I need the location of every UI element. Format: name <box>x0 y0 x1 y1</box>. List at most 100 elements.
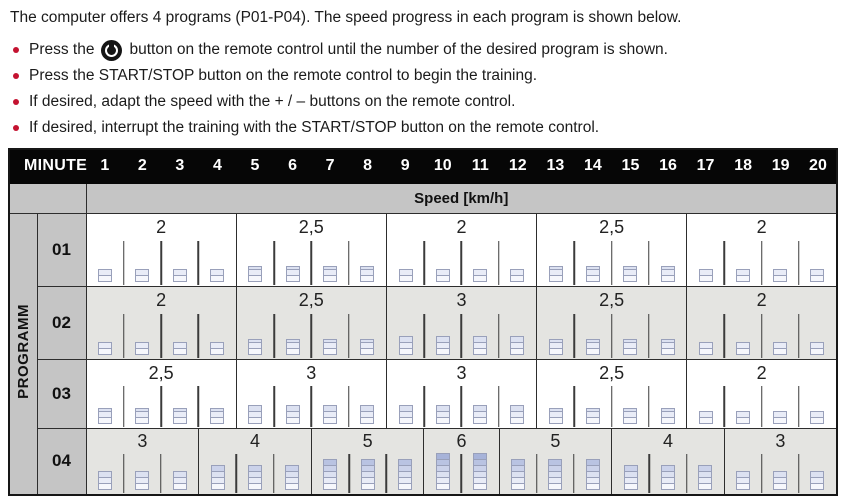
bar-segment <box>285 274 300 282</box>
minute-tick <box>723 241 726 285</box>
minute-slot <box>124 215 161 285</box>
speed-value-label: 4 <box>662 431 673 452</box>
minute-tick <box>273 241 275 285</box>
minute-tick <box>498 385 500 427</box>
bar-segment <box>810 416 825 424</box>
minute-tick <box>798 385 800 427</box>
speed-bar <box>510 268 525 282</box>
speed-bar <box>398 335 413 355</box>
bar-segment <box>398 347 413 355</box>
minute-slot <box>537 288 574 358</box>
minute-column-header: 14 <box>573 148 613 184</box>
minute-slot <box>649 429 686 493</box>
speed-group-cell: 2 <box>686 212 838 287</box>
speed-bar <box>247 465 262 491</box>
speed-value-label: 2 <box>756 216 767 237</box>
minute-slot <box>461 215 498 285</box>
bar-segment <box>736 347 751 355</box>
minute-slot <box>799 361 836 427</box>
bar-segment <box>623 416 638 424</box>
bar-segment <box>810 274 825 282</box>
bar-segment <box>398 416 413 424</box>
bullet-text: Press the START/STOP button on the remot… <box>29 67 538 84</box>
bar-segment <box>773 274 788 282</box>
bullet-item-start: Press the START/STOP button on the remot… <box>10 63 842 89</box>
speed-value-label: 2 <box>156 216 167 237</box>
minute-tick <box>798 241 800 285</box>
minute-column-header: 1 <box>85 148 125 184</box>
minute-tick <box>723 314 726 358</box>
minute-slot <box>424 429 461 493</box>
speed-bar <box>435 453 450 491</box>
speed-value-label: 3 <box>775 431 786 452</box>
minute-slot <box>161 215 198 285</box>
bar-segment <box>322 274 337 282</box>
bar-segment <box>548 347 563 355</box>
minute-slot <box>574 215 611 285</box>
bar-segment <box>773 483 788 491</box>
minute-slot <box>799 429 836 493</box>
minute-tick <box>760 241 763 285</box>
minute-slot <box>724 215 761 285</box>
speed-bar <box>623 338 638 355</box>
minute-slot <box>87 288 124 358</box>
minute-slot <box>311 361 348 427</box>
bar-segment <box>323 483 338 491</box>
bar-segment <box>98 416 113 424</box>
minute-column-header: 5 <box>235 148 275 184</box>
speed-bar <box>248 265 263 282</box>
bar-segment <box>773 416 788 424</box>
speed-value-label: 2 <box>156 289 167 310</box>
bar-segment <box>698 347 713 355</box>
minute-column-header: 10 <box>423 148 462 184</box>
bar-segment <box>210 347 225 355</box>
speed-group-cell: 3 <box>385 358 538 429</box>
minute-tick <box>310 385 313 427</box>
bullet-item-interrupt: If desired, interrupt the training with … <box>10 115 842 141</box>
bar-segment <box>285 347 300 355</box>
minute-slot <box>687 429 724 493</box>
speed-bar <box>548 265 563 282</box>
bar-segment <box>736 483 751 491</box>
bar-segment <box>285 483 300 491</box>
bar-segment <box>398 274 413 282</box>
program-id-cell: 03 <box>36 358 87 429</box>
minute-tick <box>498 314 500 358</box>
speed-group-cell: 6 <box>423 427 500 496</box>
bar-segment <box>435 347 450 355</box>
bar-segment <box>135 347 150 355</box>
bar-segment <box>473 416 488 424</box>
speed-bar <box>435 268 450 282</box>
speed-group-cell: 3 <box>235 358 387 429</box>
minute-tick <box>685 453 688 494</box>
minute-column-header: 16 <box>648 148 688 184</box>
speed-group-cell: 2 <box>686 358 838 429</box>
speed-bar <box>135 268 150 282</box>
speed-bar <box>172 268 187 282</box>
speed-bar <box>323 459 338 491</box>
speed-group-cell: 3 <box>723 427 838 496</box>
speed-value-label: 2,5 <box>599 216 625 237</box>
bar-segment <box>548 416 563 424</box>
bar-segment <box>586 347 601 355</box>
speed-value-label: 3 <box>456 362 467 383</box>
minute-column-header: 9 <box>385 148 425 184</box>
minute-slot <box>387 288 424 358</box>
minute-column-header: 12 <box>498 148 538 184</box>
speed-bar <box>586 407 601 424</box>
minute-slot <box>762 288 799 358</box>
minute-slot <box>124 429 161 493</box>
speed-bar <box>660 338 675 355</box>
minute-slot <box>237 215 274 285</box>
minute-slot <box>762 361 799 427</box>
bar-segment <box>248 416 263 424</box>
speed-value-label: 2,5 <box>148 362 174 383</box>
minute-tick <box>460 241 463 285</box>
minute-tick <box>460 314 463 358</box>
speed-bar <box>773 268 788 282</box>
speed-bar <box>248 338 263 355</box>
minute-tick <box>798 453 800 494</box>
bar-segment <box>773 347 788 355</box>
minute-column-header: 19 <box>761 148 800 184</box>
minute-tick <box>160 314 162 358</box>
